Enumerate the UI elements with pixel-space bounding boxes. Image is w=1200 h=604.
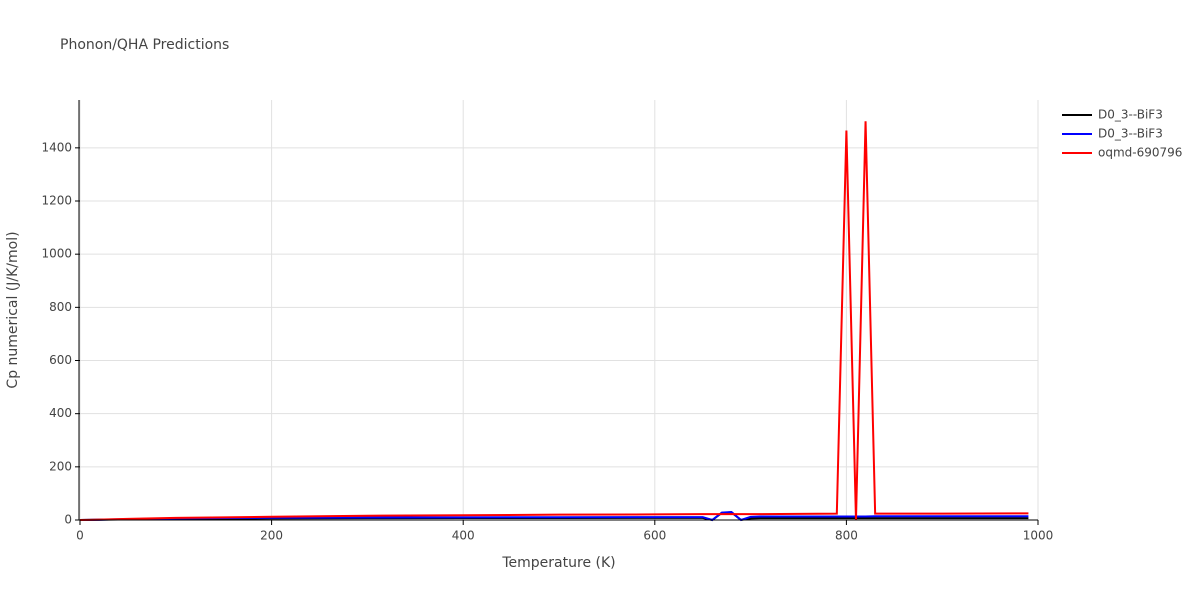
y-tick-label: 800 [49, 300, 72, 314]
x-axis-label: Temperature (K) [501, 555, 615, 571]
legend-label: oqmd-690796 [1098, 146, 1182, 160]
x-tick-label: 800 [835, 529, 858, 543]
y-tick-label: 200 [49, 459, 72, 473]
chart-title: Phonon/QHA Predictions [60, 37, 229, 53]
legend-label: D0_3--BiF3 [1098, 127, 1163, 141]
y-tick-label: 1200 [41, 194, 72, 208]
legend: D0_3--BiF3 D0_3--BiF3 oqmd-690796 [1062, 108, 1182, 160]
x-tick-label: 0 [76, 529, 84, 543]
grid [79, 100, 1039, 521]
x-tick-label: 600 [643, 529, 666, 543]
x-tick-label: 200 [260, 529, 283, 543]
y-tick-label: 0 [64, 513, 72, 527]
plot-area [79, 121, 1029, 522]
y-tick-label: 400 [49, 406, 72, 420]
x-tick-label: 1000 [1023, 529, 1054, 543]
y-tick-label: 1400 [41, 140, 72, 154]
y-axis-label: Cp numerical (J/K/mol) [5, 231, 21, 388]
x-tick-label: 400 [452, 529, 475, 543]
y-tick-label: 600 [49, 353, 72, 367]
y-tick-label: 1000 [41, 247, 72, 261]
series-line [79, 121, 1029, 521]
legend-label: D0_3--BiF3 [1098, 108, 1163, 122]
